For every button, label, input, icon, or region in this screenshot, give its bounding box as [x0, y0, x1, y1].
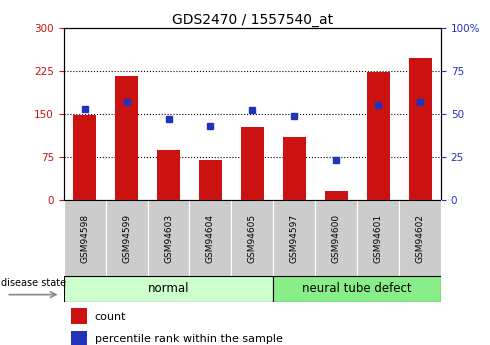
Bar	[71, 308, 87, 324]
Text: GSM94603: GSM94603	[164, 214, 173, 263]
Text: GSM94604: GSM94604	[206, 214, 215, 263]
Bar	[64, 276, 273, 302]
Bar	[157, 149, 180, 200]
Bar	[399, 200, 441, 276]
Text: GSM94599: GSM94599	[122, 214, 131, 263]
Text: percentile rank within the sample: percentile rank within the sample	[95, 334, 283, 344]
Bar	[190, 200, 231, 276]
Text: GSM94602: GSM94602	[416, 214, 424, 263]
Bar	[71, 331, 87, 345]
Bar	[325, 191, 348, 200]
Bar	[115, 77, 138, 200]
Text: disease state: disease state	[1, 278, 67, 288]
Bar	[315, 200, 357, 276]
Bar	[283, 137, 306, 200]
Text: count: count	[95, 312, 126, 322]
Bar	[367, 72, 390, 200]
Text: GSM94601: GSM94601	[373, 214, 383, 263]
Text: GSM94597: GSM94597	[290, 214, 299, 263]
Text: GSM94598: GSM94598	[80, 214, 89, 263]
Bar	[73, 115, 96, 200]
Bar	[241, 127, 264, 200]
Bar	[106, 200, 147, 276]
Text: GSM94600: GSM94600	[332, 214, 341, 263]
Text: GSM94605: GSM94605	[248, 214, 257, 263]
Bar	[409, 58, 432, 200]
Bar	[357, 200, 399, 276]
Bar	[273, 276, 441, 302]
Bar	[199, 160, 222, 200]
Bar	[273, 200, 315, 276]
Bar	[147, 200, 190, 276]
Text: neural tube defect: neural tube defect	[302, 283, 412, 295]
Text: normal: normal	[148, 283, 189, 295]
Bar	[64, 200, 106, 276]
Bar	[231, 200, 273, 276]
Title: GDS2470 / 1557540_at: GDS2470 / 1557540_at	[172, 12, 333, 27]
